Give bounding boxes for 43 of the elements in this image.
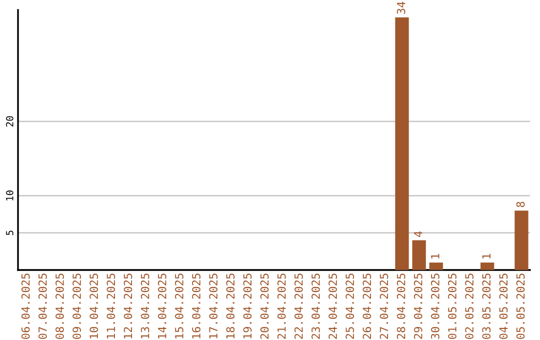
bar xyxy=(514,210,528,270)
x-tick-label: 08.04.2025 xyxy=(56,274,64,339)
y-tick-label: 10 xyxy=(6,190,14,200)
y-tick-label: 20 xyxy=(6,116,14,127)
x-tick-label: 07.04.2025 xyxy=(38,274,47,339)
x-tick-label: 11.04.2025 xyxy=(106,274,116,338)
x-tick-label: 05.05.2025 xyxy=(516,274,525,339)
x-tick-label: 17.04.2025 xyxy=(209,274,218,338)
x-tick-label: 23.04.2025 xyxy=(312,274,320,339)
x-tick-label: 28.04.2025 xyxy=(396,274,406,339)
bar xyxy=(412,240,426,270)
x-tick-label: 19.04.2025 xyxy=(243,274,252,338)
y-tick-label: 5 xyxy=(6,230,14,236)
x-tick-label: 13.04.2025 xyxy=(140,274,150,338)
data-label: 1 xyxy=(431,254,440,258)
x-tick-label: 15.04.2025 xyxy=(174,274,184,338)
bar xyxy=(480,262,494,270)
x-tick-label: 24.04.2025 xyxy=(328,274,337,339)
data-label: 8 xyxy=(516,202,525,208)
x-tick-label: 18.04.2025 xyxy=(226,274,235,338)
x-tick-label: 04.05.2025 xyxy=(499,274,508,339)
x-tick-label: 16.04.2025 xyxy=(192,274,200,338)
x-tick-label: 10.04.2025 xyxy=(90,274,98,338)
x-tick-label: 29.04.2025 xyxy=(414,274,422,339)
x-tick-label: 20.04.2025 xyxy=(260,274,269,339)
data-label: 1 xyxy=(482,254,490,258)
data-label: 34 xyxy=(396,2,406,14)
bar xyxy=(429,262,443,270)
bar xyxy=(395,17,409,270)
x-tick-label: 14.04.2025 xyxy=(158,274,166,338)
x-tick-label: 30.04.2025 xyxy=(430,274,440,339)
x-tick-label: 26.04.2025 xyxy=(362,274,372,339)
x-tick-label: 22.04.2025 xyxy=(294,274,303,339)
data-label: 4 xyxy=(414,231,422,237)
x-tick-label: 21.04.2025 xyxy=(277,274,286,339)
x-tick-label: 01.05.2025 xyxy=(448,274,456,339)
x-tick-label: 27.04.2025 xyxy=(380,274,388,339)
x-tick-label: 03.05.2025 xyxy=(482,274,491,339)
x-tick-label: 09.04.2025 xyxy=(72,274,81,339)
x-tick-label: 12.04.2025 xyxy=(124,274,132,338)
x-tick-label: 25.04.2025 xyxy=(346,274,354,339)
x-tick-label: 02.05.2025 xyxy=(465,274,474,339)
x-tick-label: 06.04.2025 xyxy=(21,274,30,339)
